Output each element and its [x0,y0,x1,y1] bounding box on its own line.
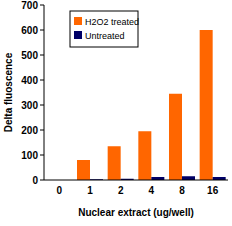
y-tick [40,30,44,31]
x-axis [44,180,228,181]
bar [182,176,195,180]
bar [138,131,151,180]
chart-container: 0 100 200 300 400 500 600 700 0 1 2 4 8 16 Nuclear ext… [0,0,232,226]
x-tick-label: 4 [149,185,155,196]
x-tick-label: 1 [87,185,93,196]
y-tick-label: 400 [21,75,38,86]
y-tick [40,130,44,131]
x-axis-label: Nuclear extract (ug/well) [78,207,194,218]
x-tick-label: 16 [207,185,219,196]
y-tick-label: 700 [21,0,38,11]
y-tick-label: 100 [21,150,38,161]
y-tick-label: 0 [32,175,38,186]
y-axis-label: Delta fluoscence [3,52,14,132]
y-tick [40,155,44,156]
y-tick [40,5,44,6]
legend-swatch [74,31,82,39]
x-tick-label: 0 [57,185,63,196]
bar [200,30,213,180]
y-tick [40,55,44,56]
y-tick-label: 300 [21,100,38,111]
legend-label: H2O2 treated [85,17,139,27]
y-axis [44,5,45,180]
y-tick [40,105,44,106]
legend-swatch [74,17,82,25]
bar [77,160,90,180]
x-tick-label: 8 [179,185,185,196]
x-tick-label: 2 [118,185,124,196]
y-tick-label: 200 [21,125,38,136]
y-tick-label: 600 [21,25,38,36]
y-tick-label: 500 [21,50,38,61]
y-tick [40,80,44,81]
bar [108,146,121,180]
chart-svg: 0 100 200 300 400 500 600 700 0 1 2 4 8 16 Nuclear ext… [0,0,232,226]
y-tick [40,180,44,181]
bar [169,94,182,180]
bars [77,30,226,180]
legend-label: Untreated [85,31,125,41]
legend: H2O2 treated Untreated [70,11,139,47]
